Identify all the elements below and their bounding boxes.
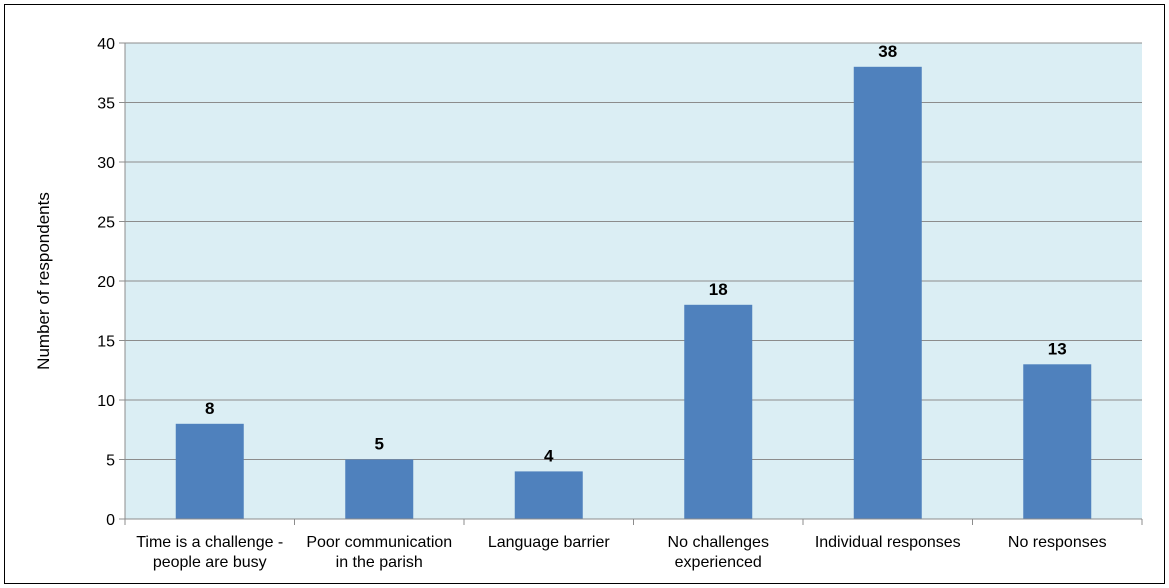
y-tick-label: 15 — [97, 334, 115, 351]
x-category-label: Time is a challenge - — [136, 534, 283, 551]
y-tick-label: 10 — [97, 393, 115, 410]
bar — [514, 471, 583, 519]
data-label: 5 — [375, 435, 384, 454]
bars — [175, 66, 1092, 520]
x-category-label: No responses — [1008, 534, 1107, 551]
data-label: 13 — [1048, 339, 1067, 358]
chart-frame: 0 5 10 15 20 25 30 35 40 8 Time is a challenge - pe… — [4, 4, 1165, 584]
y-tick-label: 40 — [97, 36, 115, 53]
x-category-label: No challenges — [668, 534, 769, 551]
data-label: 38 — [878, 42, 897, 61]
y-tick-label: 30 — [97, 155, 115, 172]
x-category-label: people are busy — [153, 554, 267, 571]
bar — [853, 66, 922, 520]
x-category-label: Individual responses — [815, 534, 961, 551]
bar — [175, 423, 244, 519]
x-category-label: Language barrier — [488, 534, 611, 551]
y-tick-label: 0 — [106, 512, 115, 529]
bar — [345, 459, 414, 519]
data-label: 18 — [709, 280, 728, 299]
y-tick-label: 20 — [97, 274, 115, 291]
y-tick-label: 5 — [106, 453, 115, 470]
x-category-label: experienced — [675, 554, 762, 571]
x-category-label: Poor communication — [306, 534, 452, 551]
data-label: 4 — [544, 446, 554, 465]
x-category-label: in the parish — [336, 554, 423, 571]
axes — [119, 42, 1143, 525]
bar — [684, 304, 753, 519]
data-label: 8 — [205, 399, 214, 418]
y-tick-label: 35 — [97, 96, 115, 113]
gridlines — [125, 42, 1142, 460]
labels: 0 5 10 15 20 25 30 35 40 8 Time is a challenge - pe… — [97, 36, 1106, 571]
y-axis-title: Number of respondents — [34, 192, 53, 370]
bar-chart: 0 5 10 15 20 25 30 35 40 8 Time is a challenge - pe… — [34, 36, 1143, 571]
y-tick-label: 25 — [97, 215, 115, 232]
bar — [1023, 364, 1092, 519]
